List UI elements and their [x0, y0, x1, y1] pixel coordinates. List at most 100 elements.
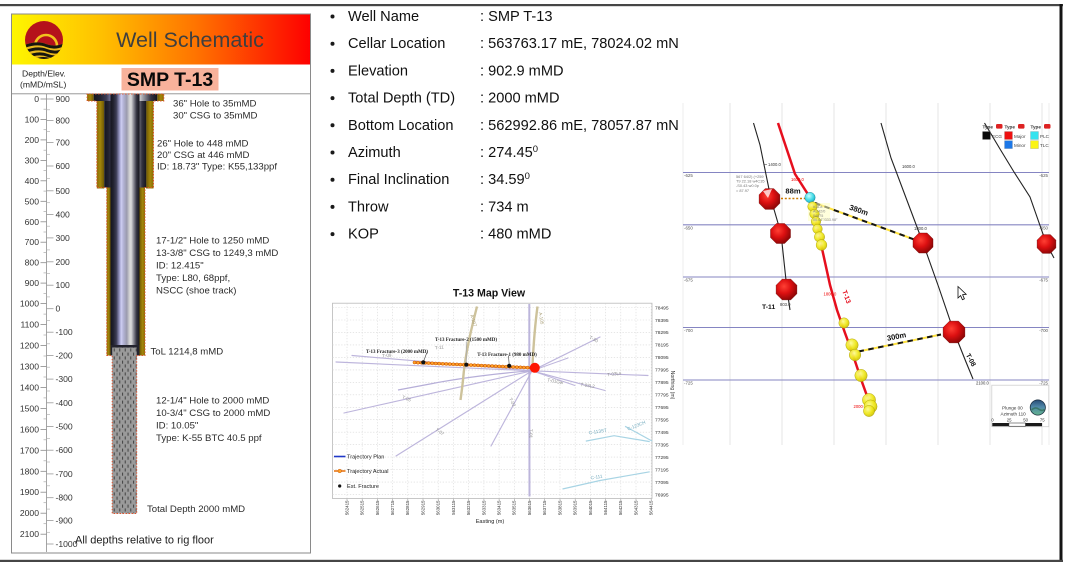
svg-text:562515: 562515: [360, 500, 365, 515]
svg-text:A-107: A-107: [469, 314, 478, 328]
svg-text:10-3/4" CSG to 2000 mMD: 10-3/4" CSG to 2000 mMD: [156, 408, 270, 419]
svg-text:-650: -650: [684, 225, 693, 230]
svg-text:-900: -900: [56, 516, 73, 526]
svg-text:Type: K-55 BTC 40.5 ppf: Type: K-55 BTC 40.5 ppf: [156, 433, 262, 444]
svg-text:562915: 562915: [420, 500, 425, 515]
svg-text:T-13: T-13: [840, 289, 851, 304]
svg-text:SMP T-13: SMP T-13: [127, 69, 213, 91]
svg-text:0: 0: [991, 418, 994, 423]
svg-text:500: 500: [25, 196, 40, 206]
svg-text:ECG: ECG: [992, 134, 1002, 139]
svg-text:C-123CH: C-123CH: [627, 420, 647, 432]
svg-text:1900: 1900: [20, 487, 39, 497]
svg-text:All depths relative to rig flo: All depths relative to rig floor: [75, 535, 214, 547]
svg-text:563015: 563015: [436, 500, 441, 515]
svg-text:Total Depth (TD): Total Depth (TD): [348, 91, 455, 107]
svg-text:Type: L80, 68ppf,: Type: L80, 68ppf,: [156, 273, 230, 284]
svg-text:1600.0: 1600.0: [791, 177, 804, 182]
svg-text:1500: 1500: [20, 403, 39, 413]
svg-text:563415: 563415: [497, 500, 502, 515]
svg-text:: 34.590: : 34.590: [480, 171, 530, 188]
svg-text:-1000: -1000: [56, 539, 78, 549]
svg-text:= 87.97: = 87.97: [736, 188, 749, 193]
svg-text:Bottom Location: Bottom Location: [348, 118, 453, 134]
svg-text:1800.0: 1800.0: [914, 226, 927, 231]
svg-text:700: 700: [25, 237, 40, 247]
svg-text:500: 500: [56, 186, 71, 196]
svg-text:Major: Major: [1014, 134, 1026, 139]
svg-text:NSCC (shoe track): NSCC (shoe track): [156, 286, 237, 297]
svg-text:563115: 563115: [451, 500, 456, 515]
svg-text:Trajectory Actual: Trajectory Actual: [347, 469, 388, 475]
svg-text:2100: 2100: [20, 529, 39, 539]
svg-text:78295: 78295: [655, 330, 669, 336]
svg-text:900: 900: [56, 94, 71, 104]
svg-text:77595: 77595: [655, 418, 669, 424]
svg-text:563615: 563615: [527, 500, 532, 515]
svg-text:Well Name: Well Name: [348, 9, 419, 25]
svg-text:ID: 18.73" Type: K55,133ppf: ID: 18.73" Type: K55,133ppf: [157, 162, 277, 173]
svg-text:: 734 m: : 734 m: [480, 199, 529, 215]
svg-text:Trajectory Plan: Trajectory Plan: [347, 455, 384, 461]
svg-text:Throw: Throw: [348, 199, 389, 215]
svg-text:Total Depth 2000 mMD: Total Depth 2000 mMD: [147, 504, 245, 515]
svg-text:-700: -700: [684, 328, 693, 333]
svg-text:Est. Fracture: Est. Fracture: [347, 484, 379, 490]
svg-text:-200: -200: [56, 350, 73, 360]
svg-text:-100: -100: [56, 327, 73, 337]
svg-text:26" Hole to 448 mMD: 26" Hole to 448 mMD: [157, 139, 248, 150]
svg-text:77895: 77895: [655, 380, 669, 386]
svg-text:-675: -675: [684, 278, 693, 283]
svg-text:ID: 10.05": ID: 10.05": [156, 421, 198, 432]
svg-text:0: 0: [56, 304, 61, 314]
svg-text:00.04°/333.98°: 00.04°/333.98°: [813, 218, 838, 222]
svg-text:: 902.9 mMD: : 902.9 mMD: [480, 63, 564, 79]
svg-text:77995: 77995: [655, 368, 669, 374]
svg-text:T-05: T-05: [401, 395, 412, 403]
svg-text:100: 100: [25, 115, 40, 125]
svg-text:567 64/2) (+259: 567 64/2) (+259: [736, 174, 764, 179]
svg-text:T-07: T-07: [435, 427, 446, 437]
svg-text:PLC: PLC: [1040, 134, 1050, 139]
svg-text:75: 75: [1040, 418, 1045, 423]
svg-text:T-01Gw: T-01Gw: [547, 377, 564, 385]
svg-text:: 562992.86 mE, 78057.87 mN: : 562992.86 mE, 78057.87 mN: [480, 118, 679, 134]
svg-text:562415: 562415: [344, 500, 349, 515]
svg-text:563515: 563515: [512, 500, 517, 515]
svg-text:04075: 04075: [813, 214, 823, 218]
svg-text:600: 600: [56, 161, 71, 171]
svg-text:200: 200: [56, 257, 71, 267]
svg-text:36" Hole to 35mMD: 36" Hole to 35mMD: [173, 99, 256, 110]
svg-text:Northing (m): Northing (m): [669, 371, 675, 400]
svg-text:-300: -300: [56, 374, 73, 384]
svg-text:1800.0: 1800.0: [824, 292, 837, 297]
svg-text:1200: 1200: [20, 341, 39, 351]
svg-text:78395: 78395: [655, 318, 669, 324]
svg-text:562815: 562815: [405, 500, 410, 515]
svg-text:77395: 77395: [655, 443, 669, 449]
svg-text:300: 300: [25, 155, 40, 165]
svg-text:T-13 Fracture-2 (1500 mMD): T-13 Fracture-2 (1500 mMD): [435, 338, 497, 343]
svg-text:Type: Type: [983, 125, 994, 130]
svg-text:1400: 1400: [20, 382, 39, 392]
svg-text:: 563763.17 mE, 78024.02 mN: : 563763.17 mE, 78024.02 mN: [480, 36, 679, 52]
svg-text:564015: 564015: [588, 500, 593, 515]
svg-text:T-11: T-11: [762, 304, 775, 311]
svg-text:-625: -625: [1039, 173, 1048, 178]
svg-text:78495: 78495: [655, 305, 669, 311]
svg-text:-625: -625: [684, 173, 693, 178]
svg-text:564315: 564315: [633, 500, 638, 515]
svg-text:Cellar Location: Cellar Location: [348, 36, 445, 52]
svg-text:T-30: T-30: [588, 335, 599, 344]
svg-text:(mMD/mSL): (mMD/mSL): [20, 80, 66, 90]
svg-text:0: 0: [34, 94, 39, 104]
svg-text:563315: 563315: [481, 500, 486, 515]
svg-text:77695: 77695: [655, 405, 669, 411]
svg-text:: 2000 mMD: : 2000 mMD: [480, 91, 559, 107]
svg-text:78095: 78095: [655, 355, 669, 361]
svg-text:T-03Ls: T-03Ls: [607, 371, 622, 378]
svg-text:-700: -700: [1039, 328, 1048, 333]
svg-text:C-111: C-111: [590, 474, 603, 481]
svg-text:-800: -800: [56, 493, 73, 503]
svg-text:T-09: T-09: [382, 353, 392, 359]
